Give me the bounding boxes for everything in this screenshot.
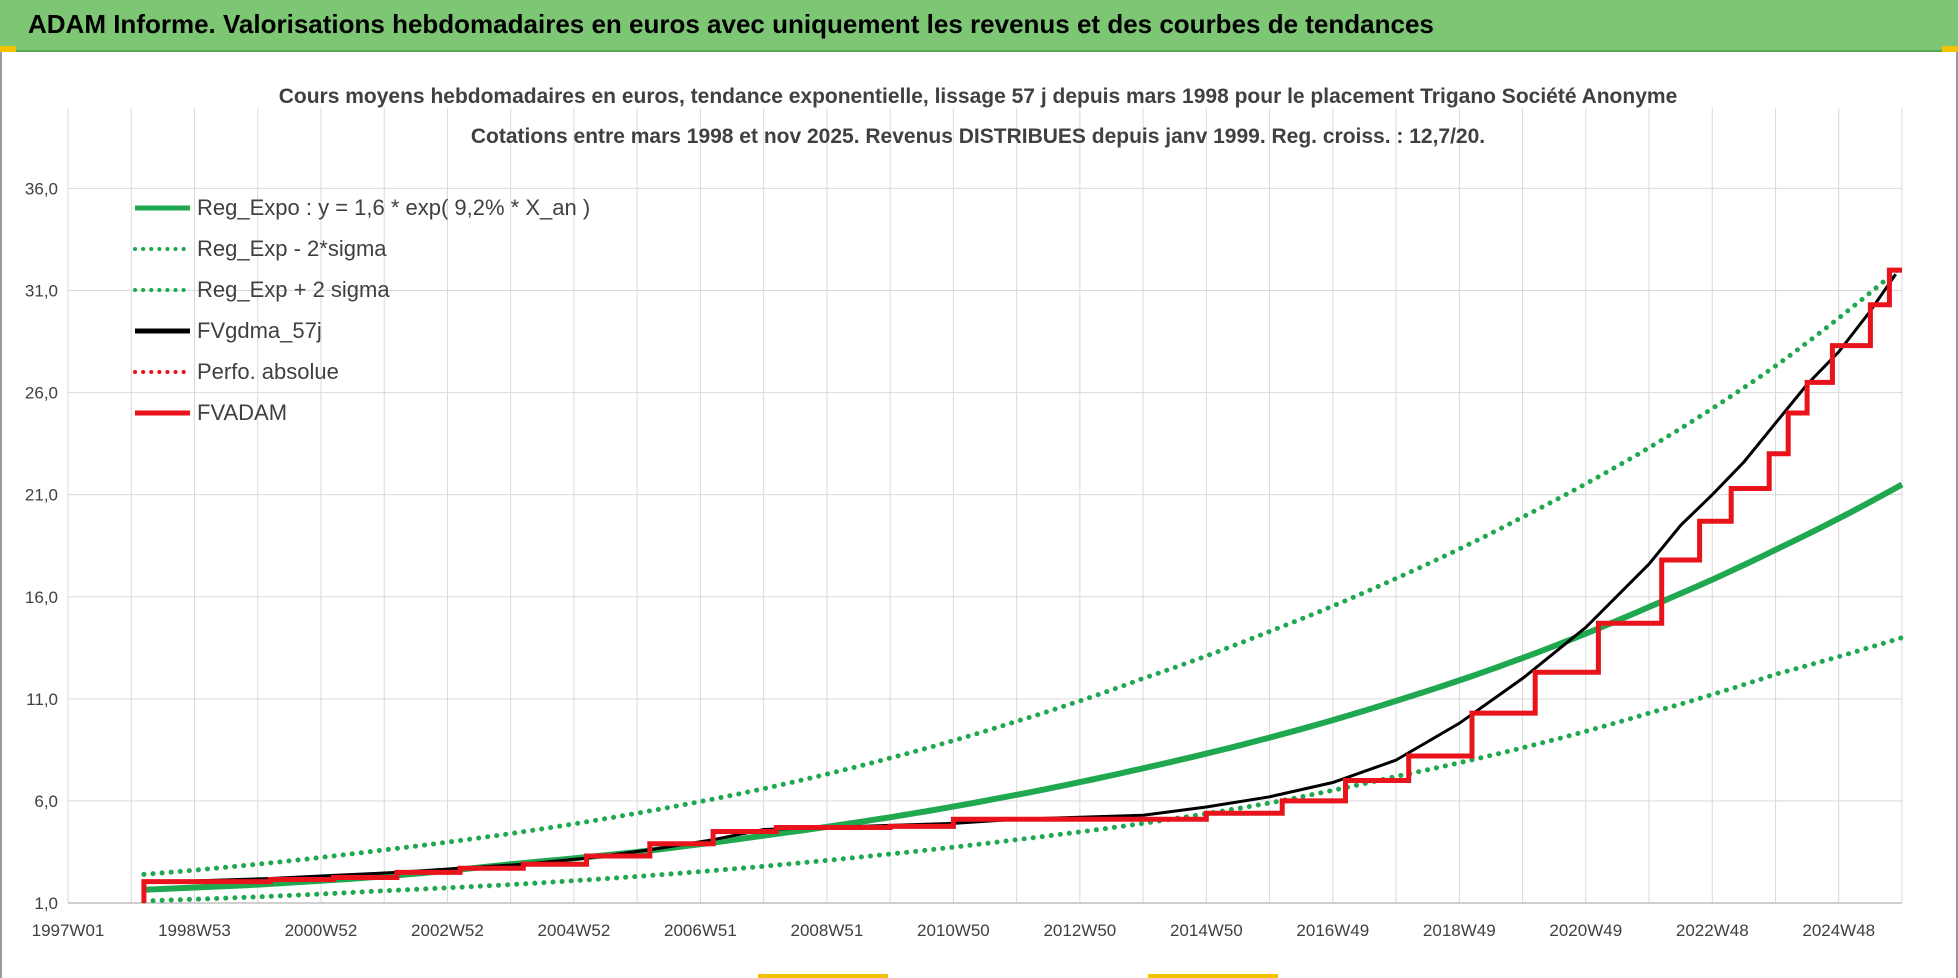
grid-layer bbox=[67, 108, 1903, 904]
x-tick-label: 2018W49 bbox=[1423, 921, 1496, 940]
x-tick-label: 1997W01 bbox=[32, 921, 105, 940]
x-tick-label: 2024W48 bbox=[1802, 921, 1875, 940]
y-tick-label: 26,0 bbox=[25, 384, 58, 403]
report-title: ADAM Informe. Valorisations hebdomadaire… bbox=[28, 9, 1434, 39]
corner-accent-left bbox=[0, 46, 16, 52]
x-tick-label: 1998W53 bbox=[158, 921, 231, 940]
x-tick-label: 2012W50 bbox=[1043, 921, 1116, 940]
series-fvadam bbox=[141, 267, 1902, 903]
y-tick-label: 6,0 bbox=[34, 792, 58, 811]
chart-frame bbox=[0, 52, 1958, 978]
x-tick-label: 2006W51 bbox=[664, 921, 737, 940]
bottom-accent-2 bbox=[1148, 974, 1278, 978]
x-tick-label: 2014W50 bbox=[1170, 921, 1243, 940]
y-tick-label: 1,0 bbox=[34, 894, 58, 913]
chart-title-line2: Cotations entre mars 1998 et nov 2025. R… bbox=[471, 125, 1485, 148]
x-tick-label: 2022W48 bbox=[1676, 921, 1749, 940]
legend-label: Reg_Exp - 2*sigma bbox=[197, 236, 387, 261]
series-reg-expo bbox=[143, 481, 1904, 893]
y-tick-label: 21,0 bbox=[25, 486, 58, 505]
y-tick-label: 36,0 bbox=[25, 179, 58, 198]
legend-label: Perfo. absolue bbox=[197, 359, 339, 384]
legend-label: FVgdma_57j bbox=[197, 318, 322, 343]
series-reg-exp-plus-2sigma bbox=[141, 263, 1905, 877]
corner-accent-right bbox=[1942, 46, 1958, 52]
legend-label: FVADAM bbox=[197, 400, 287, 425]
x-tick-label: 2000W52 bbox=[285, 921, 358, 940]
report-banner: ADAM Informe. Valorisations hebdomadaire… bbox=[0, 0, 1958, 52]
x-tick-label: 2010W50 bbox=[917, 921, 990, 940]
legend-label: Reg_Exp + 2 sigma bbox=[197, 277, 390, 302]
y-tick-label: 11,0 bbox=[26, 690, 58, 709]
chart-title-line1: Cours moyens hebdomadaires en euros, ten… bbox=[279, 85, 1678, 108]
y-tick-label: 16,0 bbox=[25, 588, 58, 607]
legend: Reg_Expo : y = 1,6 * exp( 9,2% * X_an ) R… bbox=[133, 195, 590, 425]
x-tick-label: 2016W49 bbox=[1296, 921, 1369, 940]
x-tick-label: 2020W49 bbox=[1549, 921, 1622, 940]
axis-layer: 1,0 6,0 11,0 16,0 21,0 26,0 31,0 36,0 1997W01 199… bbox=[25, 179, 1902, 940]
x-tick-label: 2002W52 bbox=[411, 921, 484, 940]
x-tick-label: 2004W52 bbox=[538, 921, 611, 940]
y-tick-label: 31,0 bbox=[25, 282, 58, 301]
x-tick-label: 2008W51 bbox=[791, 921, 864, 940]
bottom-accent-1 bbox=[758, 974, 888, 978]
series-reg-exp-minus-2sigma bbox=[141, 635, 1905, 904]
legend-label: Reg_Expo : y = 1,6 * exp( 9,2% * X_an ) bbox=[197, 195, 590, 220]
series-layer bbox=[141, 263, 1905, 904]
